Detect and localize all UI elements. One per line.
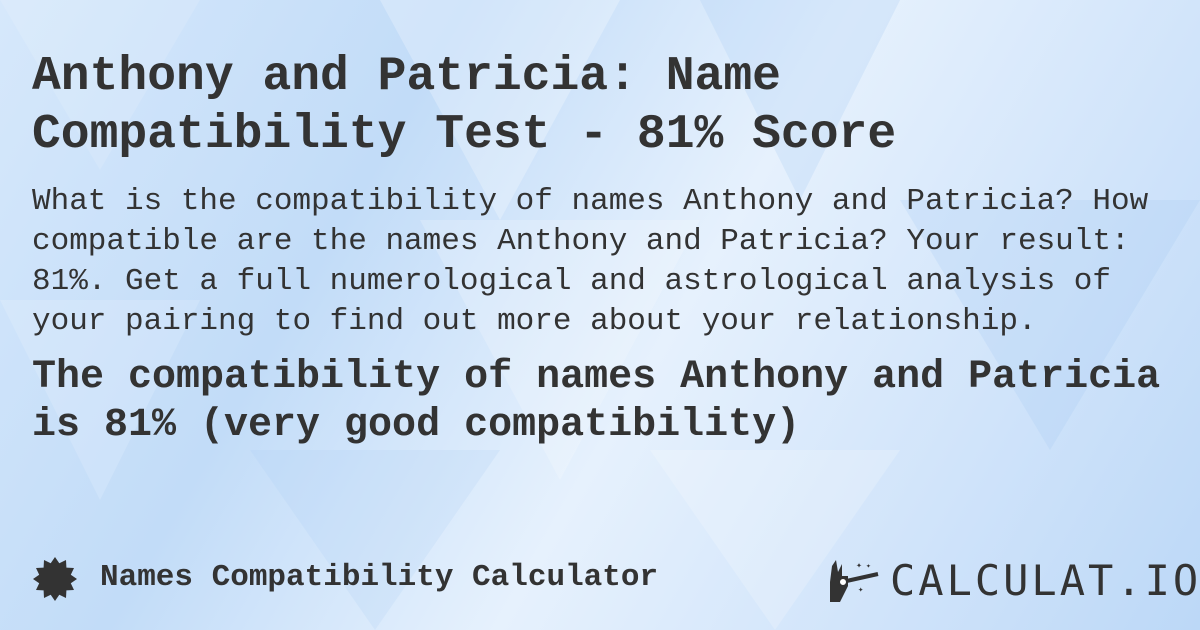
description: What is the compatibility of names Antho… — [32, 184, 1149, 339]
svg-text:✦: ✦ — [856, 561, 862, 572]
calculator-name: Names Compatibility Calculator — [100, 560, 659, 595]
calculat-io-logo[interactable]: ✦ ✦ ✦ CALCULAT.IO — [828, 556, 1200, 605]
logo-text: CALCULAT.IO — [890, 556, 1200, 605]
page-title: Anthony and Patricia: Name Compatibility… — [32, 50, 897, 162]
badge-icon — [33, 557, 77, 601]
result-heading: The compatibility of names Anthony and P… — [32, 355, 1161, 448]
svg-text:✦: ✦ — [858, 585, 864, 595]
magic-hand-wand-icon: ✦ ✦ ✦ — [830, 559, 879, 602]
svg-text:✦: ✦ — [866, 562, 871, 571]
